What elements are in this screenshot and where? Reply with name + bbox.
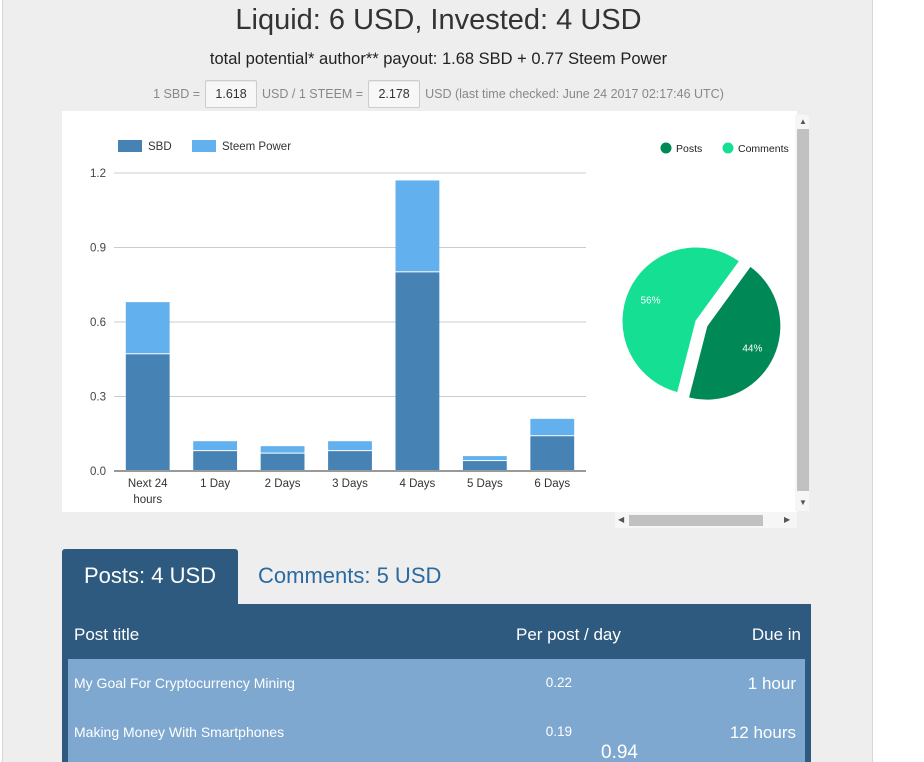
pie-chart-slices: 44% 56% — [621, 246, 782, 401]
exchange-rates: 1 SBD = USD / 1 STEEM = USD (last time c… — [3, 80, 874, 108]
legend-label: Posts — [676, 143, 702, 155]
x-tick-label: 6 Days — [534, 478, 570, 490]
bar-segment — [395, 272, 440, 470]
horizontal-scroll-thumb[interactable] — [629, 515, 763, 526]
per-day-value: 0.19 — [545, 724, 572, 739]
pie-chart-legend: Posts Comments — [660, 142, 789, 155]
pie-slice-label: 56% — [640, 296, 660, 307]
post-title-link[interactable]: My Goal For Cryptocurrency Mining — [74, 675, 295, 691]
bar-chart-x-labels: Next 24 hours 1 Day 2 Days 3 Days 4 Days 5 Day… — [128, 478, 571, 506]
legend-marker — [660, 142, 672, 154]
sbd-rate-input[interactable] — [205, 80, 258, 108]
chart-vertical-scrollbar[interactable]: ▲ ▼ — [795, 115, 809, 511]
chart-horizontal-scrollbar[interactable]: ◀ ▶ — [615, 512, 797, 528]
bar-segment — [462, 456, 507, 461]
last-checked-label: USD (last time checked: June 24 2017 02:… — [425, 87, 724, 101]
bar-segment — [530, 418, 575, 436]
overlay-value: 0.94 — [601, 742, 638, 762]
pie-slice — [621, 246, 741, 394]
legend-label: Steem Power — [222, 141, 291, 153]
y-tick-label: 0.0 — [90, 466, 106, 478]
legend-swatch — [192, 140, 216, 152]
y-tick-label: 0.9 — [90, 243, 106, 255]
steem-rate-label: USD / 1 STEEM = — [262, 87, 364, 101]
bar-segment — [530, 436, 575, 470]
bar-chart-bars — [125, 180, 575, 470]
due-in-value: 1 hour — [747, 674, 796, 693]
x-tick-label: 3 Days — [332, 478, 368, 490]
page-title: Liquid: 6 USD, Invested: 4 USD — [235, 4, 642, 36]
payout-summary: total potential* author** payout: 1.68 S… — [209, 50, 668, 68]
vertical-scroll-thumb[interactable] — [797, 129, 809, 491]
post-title-link[interactable]: Making Money With Smartphones — [74, 724, 285, 740]
bar-segment — [260, 453, 305, 470]
table-header: Post title Per post / day Due in — [62, 604, 811, 659]
bar-segment — [260, 446, 305, 453]
table-body: My Goal For Cryptocurrency Mining 0.22 1… — [68, 659, 805, 762]
pie-slice — [687, 265, 782, 401]
pie-slice-label: 44% — [742, 344, 762, 355]
bar-segment — [395, 180, 440, 272]
legend-label: SBD — [148, 141, 172, 153]
payout-bar-chart: SBD Steem Power 0.0 0.3 0.6 0.9 1.2 Next 24 ho… — [90, 140, 586, 506]
table-row[interactable]: Making Money With Smartphones 0.19 12 ho… — [68, 708, 805, 757]
header-due-in[interactable]: Due in — [751, 625, 801, 644]
legend-label: Comments — [738, 143, 789, 155]
posts-comments-pie-chart: Posts Comments 44% 56% — [621, 142, 789, 401]
legend-marker — [722, 142, 734, 154]
x-tick-label: hours — [133, 494, 162, 506]
scroll-right-icon[interactable]: ▶ — [784, 515, 791, 524]
header-post-title[interactable]: Post title — [74, 625, 140, 644]
scroll-left-icon[interactable]: ◀ — [618, 515, 625, 524]
tab-posts[interactable]: Posts: 4 USD — [62, 549, 238, 605]
y-tick-label: 0.6 — [90, 317, 106, 329]
bar-chart-legend: SBD Steem Power — [118, 140, 291, 153]
x-tick-label: 1 Day — [200, 478, 230, 490]
legend-swatch — [118, 140, 142, 152]
y-tick-label: 0.3 — [90, 392, 106, 404]
header-per-post-day[interactable]: Per post / day — [516, 625, 621, 644]
x-tick-label: 5 Days — [467, 478, 503, 490]
tab-comments[interactable]: Comments: 5 USD — [258, 563, 442, 588]
x-tick-label: Next 24 — [128, 478, 168, 490]
payout-tabs: Posts: 4 USD Comments: 5 USD — [62, 549, 811, 605]
scroll-up-icon[interactable]: ▲ — [799, 117, 807, 126]
bar-chart-grid: 0.0 0.3 0.6 0.9 1.2 — [90, 168, 586, 478]
table-row[interactable]: My Goal For Cryptocurrency Mining 0.22 1… — [68, 659, 805, 708]
bar-segment — [193, 451, 238, 470]
per-day-value: 0.22 — [545, 675, 572, 690]
charts-panel: SBD Steem Power 0.0 0.3 0.6 0.9 1.2 Next 24 ho… — [62, 111, 797, 512]
x-tick-label: 2 Days — [265, 478, 301, 490]
y-tick-label: 1.2 — [90, 168, 106, 180]
bar-segment — [328, 451, 372, 470]
due-in-value: 12 hours — [729, 723, 796, 742]
bar-segment — [125, 354, 170, 470]
x-tick-label: 4 Days — [400, 478, 436, 490]
sbd-rate-label: 1 SBD = — [153, 87, 201, 101]
scroll-down-icon[interactable]: ▼ — [799, 498, 807, 507]
bar-segment — [462, 461, 507, 470]
posts-table: Post title Per post / day Due in My Goal… — [62, 604, 811, 762]
bar-segment — [125, 302, 170, 354]
bar-segment — [193, 441, 238, 451]
bar-segment — [328, 441, 372, 451]
steem-rate-input[interactable] — [368, 80, 421, 108]
